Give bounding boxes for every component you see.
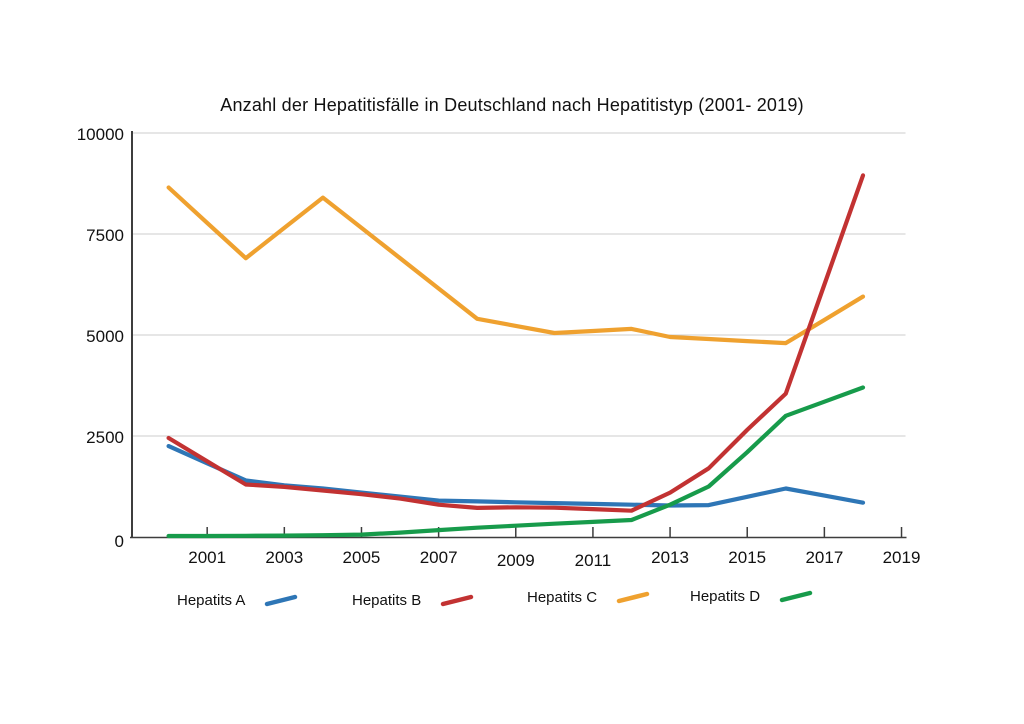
y-axis-tick-label: 2500 <box>86 427 124 447</box>
legend-label-hepatits-c: Hepatits C <box>527 588 598 606</box>
x-axis-tick-label: 2009 <box>496 551 535 570</box>
legend-label-hepatits-b: Hepatits B <box>352 591 422 609</box>
x-axis-tick-label: 2007 <box>419 548 458 567</box>
x-axis-tick-label: 2019 <box>882 548 921 567</box>
legend-label-hepatits-a: Hepatits A <box>177 591 246 609</box>
series-line-hepatits-b <box>166 173 866 513</box>
x-axis-tick-label: 2011 <box>574 551 612 570</box>
legend-swatch-hepatits-d <box>779 590 813 603</box>
legend-swatch-hepatits-b <box>440 594 474 607</box>
legend-item-hepatits-d: Hepatits D <box>690 584 813 608</box>
legend-swatch-hepatits-a <box>265 594 298 607</box>
series-line-hepatits-c <box>166 185 866 346</box>
legend-item-hepatits-b: Hepatits B <box>352 588 474 612</box>
x-axis-tick-label: 2017 <box>805 548 844 567</box>
series-line-hepatits-d <box>166 385 866 539</box>
x-axis-tick-label: 2015 <box>728 548 767 567</box>
y-axis-tick-label: 10000 <box>76 124 124 144</box>
x-axis-tick-label: 2005 <box>342 548 381 567</box>
x-axis-tick-label: 2001 <box>188 548 227 567</box>
legend-item-hepatits-c: Hepatits C <box>527 585 650 609</box>
chart-title: Anzahl der Hepatitisfälle in Deutschland… <box>220 95 804 115</box>
y-axis-tick-label: 5000 <box>86 326 124 346</box>
y-axis-tick-label: 0 <box>114 531 124 551</box>
x-axis-tick-label: 2003 <box>265 548 304 567</box>
legend-label-hepatits-d: Hepatits D <box>690 587 761 605</box>
legend-swatch-hepatits-c <box>616 591 650 604</box>
legend-item-hepatits-a: Hepatits A <box>177 588 298 612</box>
x-axis-tick-label: 2013 <box>651 548 689 567</box>
legend: Hepatits A Hepatits B Hepatits C Hepatit… <box>0 588 1024 614</box>
series-line-hepatits-a <box>166 444 866 508</box>
y-axis-tick-label: 7500 <box>86 225 124 245</box>
